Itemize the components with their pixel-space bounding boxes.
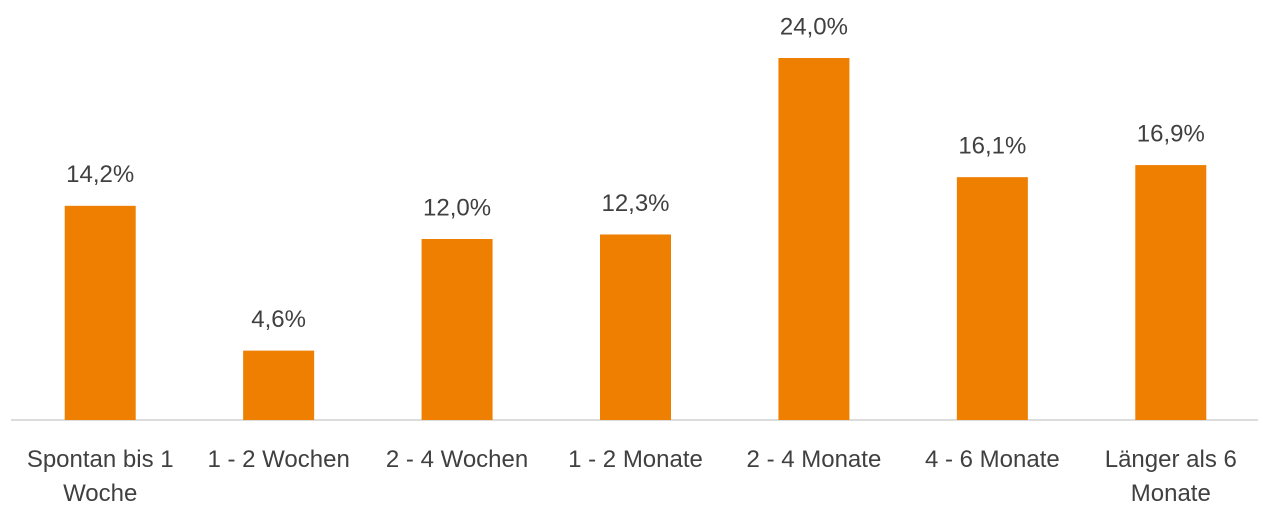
x-tick-label: Länger als 6 Monate [1105, 446, 1237, 506]
x-tick-label: 1 - 2 Monate [568, 446, 703, 473]
bar [243, 350, 315, 420]
bar [956, 177, 1028, 420]
bar [778, 58, 850, 420]
data-label: 14,2% [66, 161, 134, 188]
x-tick-label: 2 - 4 Wochen [386, 446, 528, 473]
data-label: 12,3% [601, 190, 669, 217]
data-label: 24,0% [780, 13, 848, 40]
data-label: 4,6% [251, 306, 306, 333]
bar [600, 234, 671, 420]
bar [64, 205, 136, 420]
x-tick-label: Spontan bis 1 Woche [27, 446, 174, 506]
bar [421, 239, 493, 420]
x-tick-label: 2 - 4 Monate [747, 446, 882, 473]
bar [1135, 165, 1207, 420]
data-label: 16,1% [958, 133, 1026, 160]
x-tick-label: 4 - 6 Monate [925, 446, 1060, 473]
data-label: 16,9% [1137, 120, 1205, 147]
data-label: 12,0% [423, 194, 491, 221]
x-tick-label: 1 - 2 Wochen [207, 446, 349, 473]
